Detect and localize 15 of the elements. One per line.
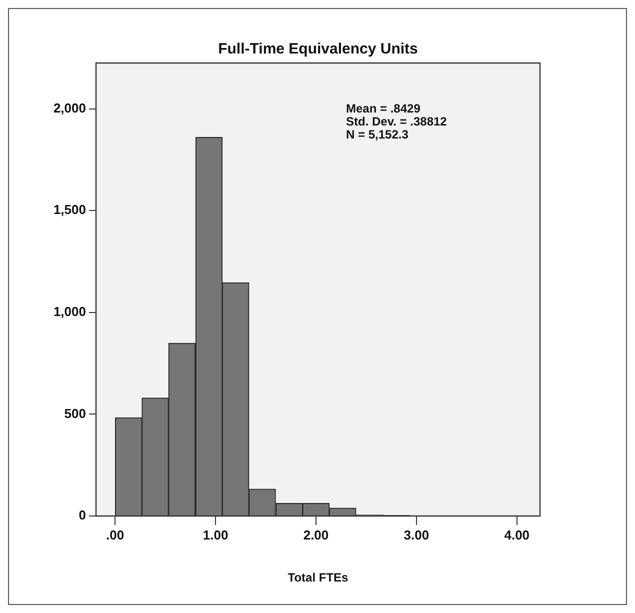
annotation: Std. Dev. = .38812 [346,114,448,128]
chart-title: Full-Time Equivalency Units [218,40,418,58]
x-tick-label: 2.00 [303,527,329,542]
x-axis-title: Total FTEs [288,570,349,584]
y-tick-label: 1,500 [53,202,86,218]
annotation: Mean = .8429 [346,101,421,116]
y-tick-label: 500 [64,406,86,421]
y-tick-label: 1,000 [53,304,86,319]
x-tick-label: 3.00 [404,527,430,542]
y-tick-label: 2,000 [53,100,86,116]
x-tick-label: 1.00 [202,527,228,542]
y-tick-label: 0 [78,508,86,523]
x-tick-label: .00 [106,527,124,542]
annotation: N = 5,152.3 [346,127,409,142]
x-tick-label: 4.00 [504,527,530,542]
